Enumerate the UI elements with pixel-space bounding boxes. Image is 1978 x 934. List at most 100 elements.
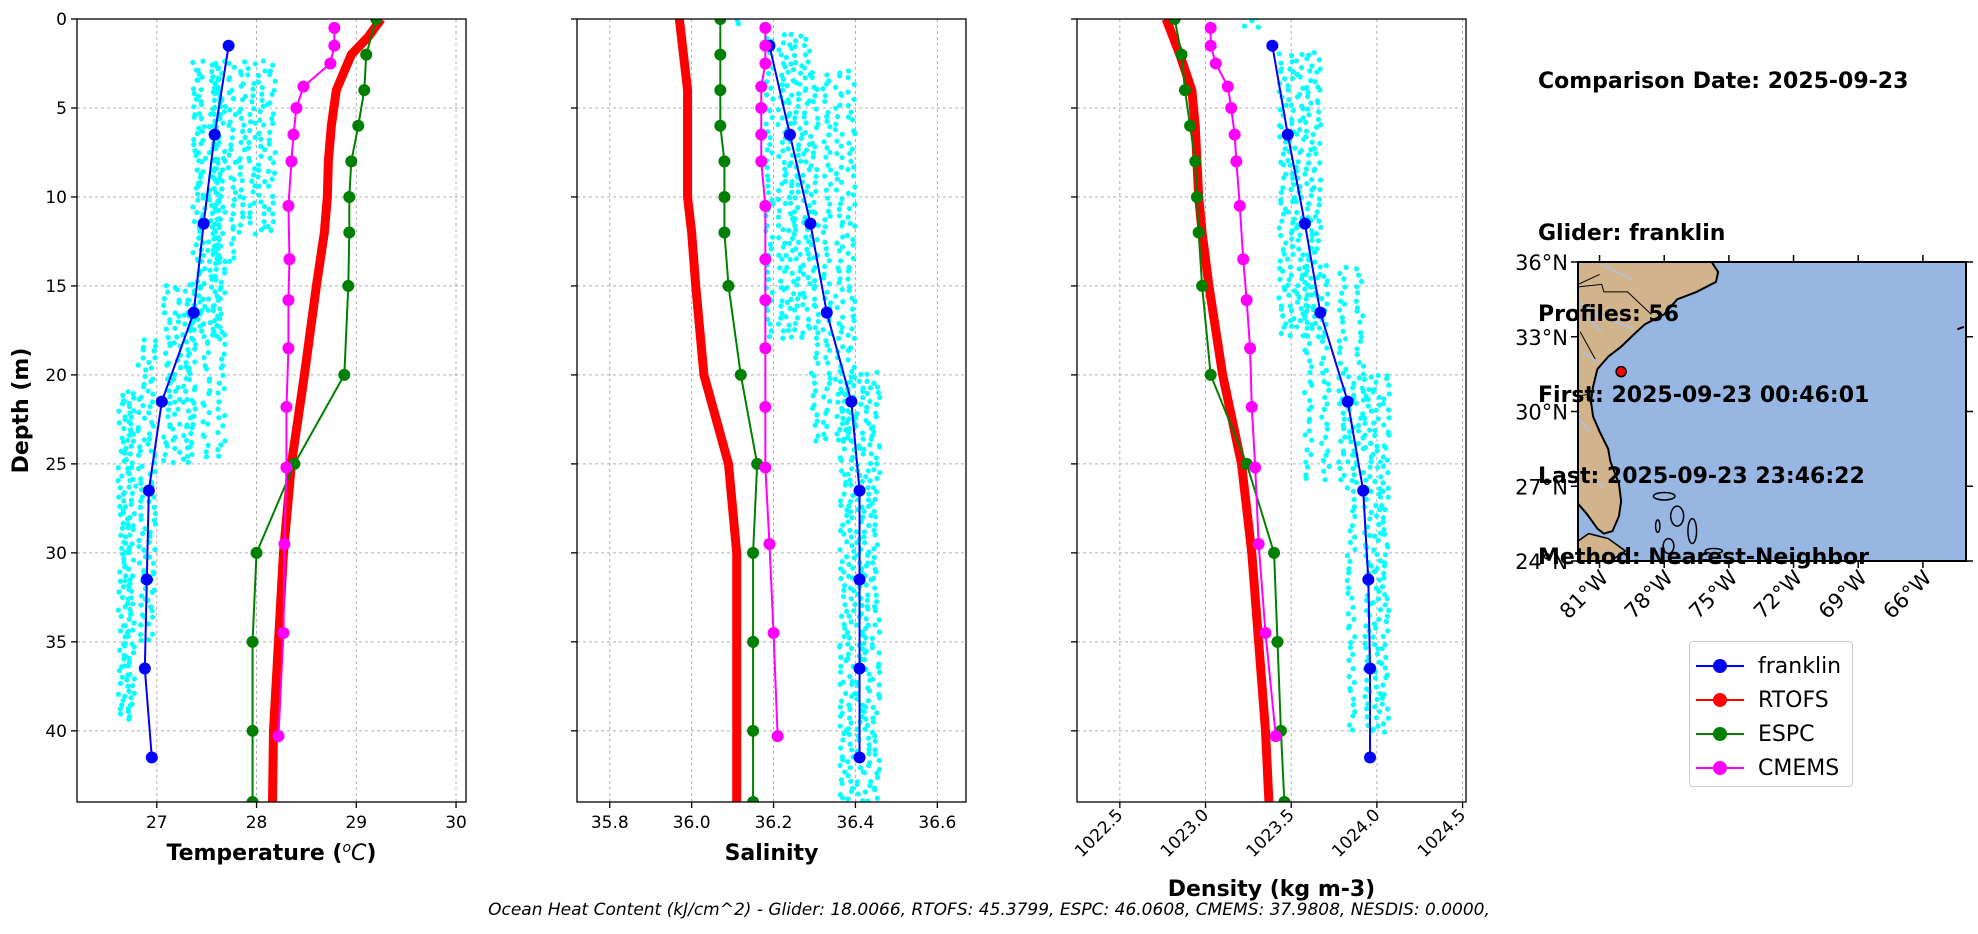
river — [1601, 263, 1633, 281]
glider-raw-point — [130, 431, 137, 437]
glider-raw-point — [1336, 388, 1342, 394]
degree-superscript: o — [342, 840, 351, 856]
glider-raw-point — [874, 369, 880, 375]
glider-raw-point — [128, 595, 134, 601]
glider-raw-point — [1315, 109, 1322, 115]
glider-raw-point — [212, 104, 218, 111]
glider-raw-point — [1380, 480, 1386, 486]
glider-raw-point — [1380, 721, 1387, 727]
glider-raw-point — [1324, 401, 1330, 407]
glider-raw-point — [735, 21, 742, 27]
glider-raw-point — [163, 283, 169, 289]
glider-raw-point — [222, 148, 228, 155]
series-point-espc — [1278, 796, 1291, 802]
series-point-cmems — [759, 253, 772, 266]
glider-raw-point — [765, 70, 772, 77]
glider-raw-point — [258, 227, 265, 233]
series-point-franklin — [142, 484, 155, 497]
glider-raw-point — [194, 209, 200, 216]
series-point-espc — [338, 368, 351, 381]
glider-raw-point — [780, 244, 786, 250]
glider-raw-point — [1362, 415, 1368, 421]
glider-raw-point — [838, 654, 844, 660]
series-point-franklin — [1314, 306, 1327, 319]
glider-raw-point — [863, 563, 870, 569]
glider-raw-point — [1326, 463, 1332, 470]
glider-raw-point — [837, 644, 843, 650]
glider-raw-point — [259, 91, 265, 97]
x-tick-label: 1022.5 — [1071, 805, 1127, 861]
glider-raw-point — [841, 633, 847, 640]
glider-raw-point — [802, 110, 808, 116]
glider-raw-point — [1320, 333, 1326, 340]
glider-raw-point — [238, 187, 244, 193]
glider-raw-point — [270, 211, 276, 217]
glider-raw-point — [1385, 485, 1391, 491]
glider-raw-point — [782, 64, 788, 70]
glider-raw-point — [1280, 162, 1287, 168]
glider-raw-point — [195, 67, 201, 73]
glider-raw-point — [166, 388, 172, 394]
glider-raw-point — [1362, 420, 1368, 426]
glider-raw-point — [867, 442, 873, 448]
glider-raw-point — [1282, 287, 1288, 293]
glider-raw-point — [1288, 230, 1294, 236]
glider-raw-point — [840, 299, 846, 305]
glider-raw-point — [864, 371, 870, 377]
glider-raw-point — [128, 588, 135, 594]
glider-raw-point — [792, 327, 798, 333]
glider-raw-point — [876, 682, 882, 688]
glider-raw-point — [780, 40, 787, 46]
glider-raw-point — [867, 783, 873, 789]
glider-raw-point — [844, 539, 850, 545]
glider-raw-point — [130, 557, 137, 563]
glider-raw-point — [1290, 220, 1296, 226]
glider-raw-point — [201, 354, 207, 361]
glider-raw-point — [786, 194, 792, 200]
state-border — [1579, 331, 1596, 360]
series-point-franklin — [140, 573, 153, 586]
series-point-espc — [714, 84, 727, 97]
glider-raw-point — [852, 298, 858, 305]
glider-raw-point — [859, 430, 866, 436]
glider-raw-point — [120, 520, 126, 527]
glider-raw-point — [845, 772, 851, 779]
glider-raw-point — [775, 121, 781, 128]
glider-raw-point — [1373, 502, 1379, 509]
glider-raw-point — [851, 588, 857, 594]
glider-raw-point — [1385, 715, 1392, 721]
glider-raw-point — [1346, 657, 1352, 663]
glider-raw-point — [1340, 328, 1346, 334]
glider-raw-point — [1371, 533, 1378, 539]
glider-raw-point — [226, 60, 232, 67]
glider-raw-point — [799, 334, 805, 340]
glider-raw-point — [194, 167, 200, 173]
glider-raw-point — [1365, 403, 1371, 409]
glider-raw-point — [778, 315, 784, 321]
glider-raw-point — [216, 453, 222, 459]
glider-raw-point — [1364, 677, 1370, 683]
glider-raw-point — [241, 147, 248, 153]
glider-raw-point — [1301, 136, 1307, 143]
glider-raw-point — [1289, 120, 1295, 127]
series-point-cmems — [287, 128, 300, 141]
glider-raw-point — [1377, 558, 1383, 564]
glider-raw-point — [874, 770, 880, 776]
glider-raw-point — [1338, 477, 1344, 483]
glider-raw-point — [826, 347, 833, 353]
glider-raw-point — [128, 443, 134, 449]
glider-raw-point — [803, 36, 809, 42]
glider-raw-point — [867, 478, 873, 484]
glider-raw-point — [200, 252, 207, 259]
glider-raw-point — [874, 384, 881, 390]
glider-raw-point — [203, 366, 210, 372]
glider-raw-point — [1375, 537, 1381, 544]
glider-raw-point — [876, 650, 882, 656]
glider-raw-point — [221, 109, 228, 115]
glider-raw-point — [808, 192, 814, 198]
glider-raw-point — [1315, 238, 1321, 244]
glider-raw-point — [820, 86, 826, 92]
glider-raw-point — [1277, 258, 1283, 264]
glider-raw-point — [121, 498, 127, 504]
